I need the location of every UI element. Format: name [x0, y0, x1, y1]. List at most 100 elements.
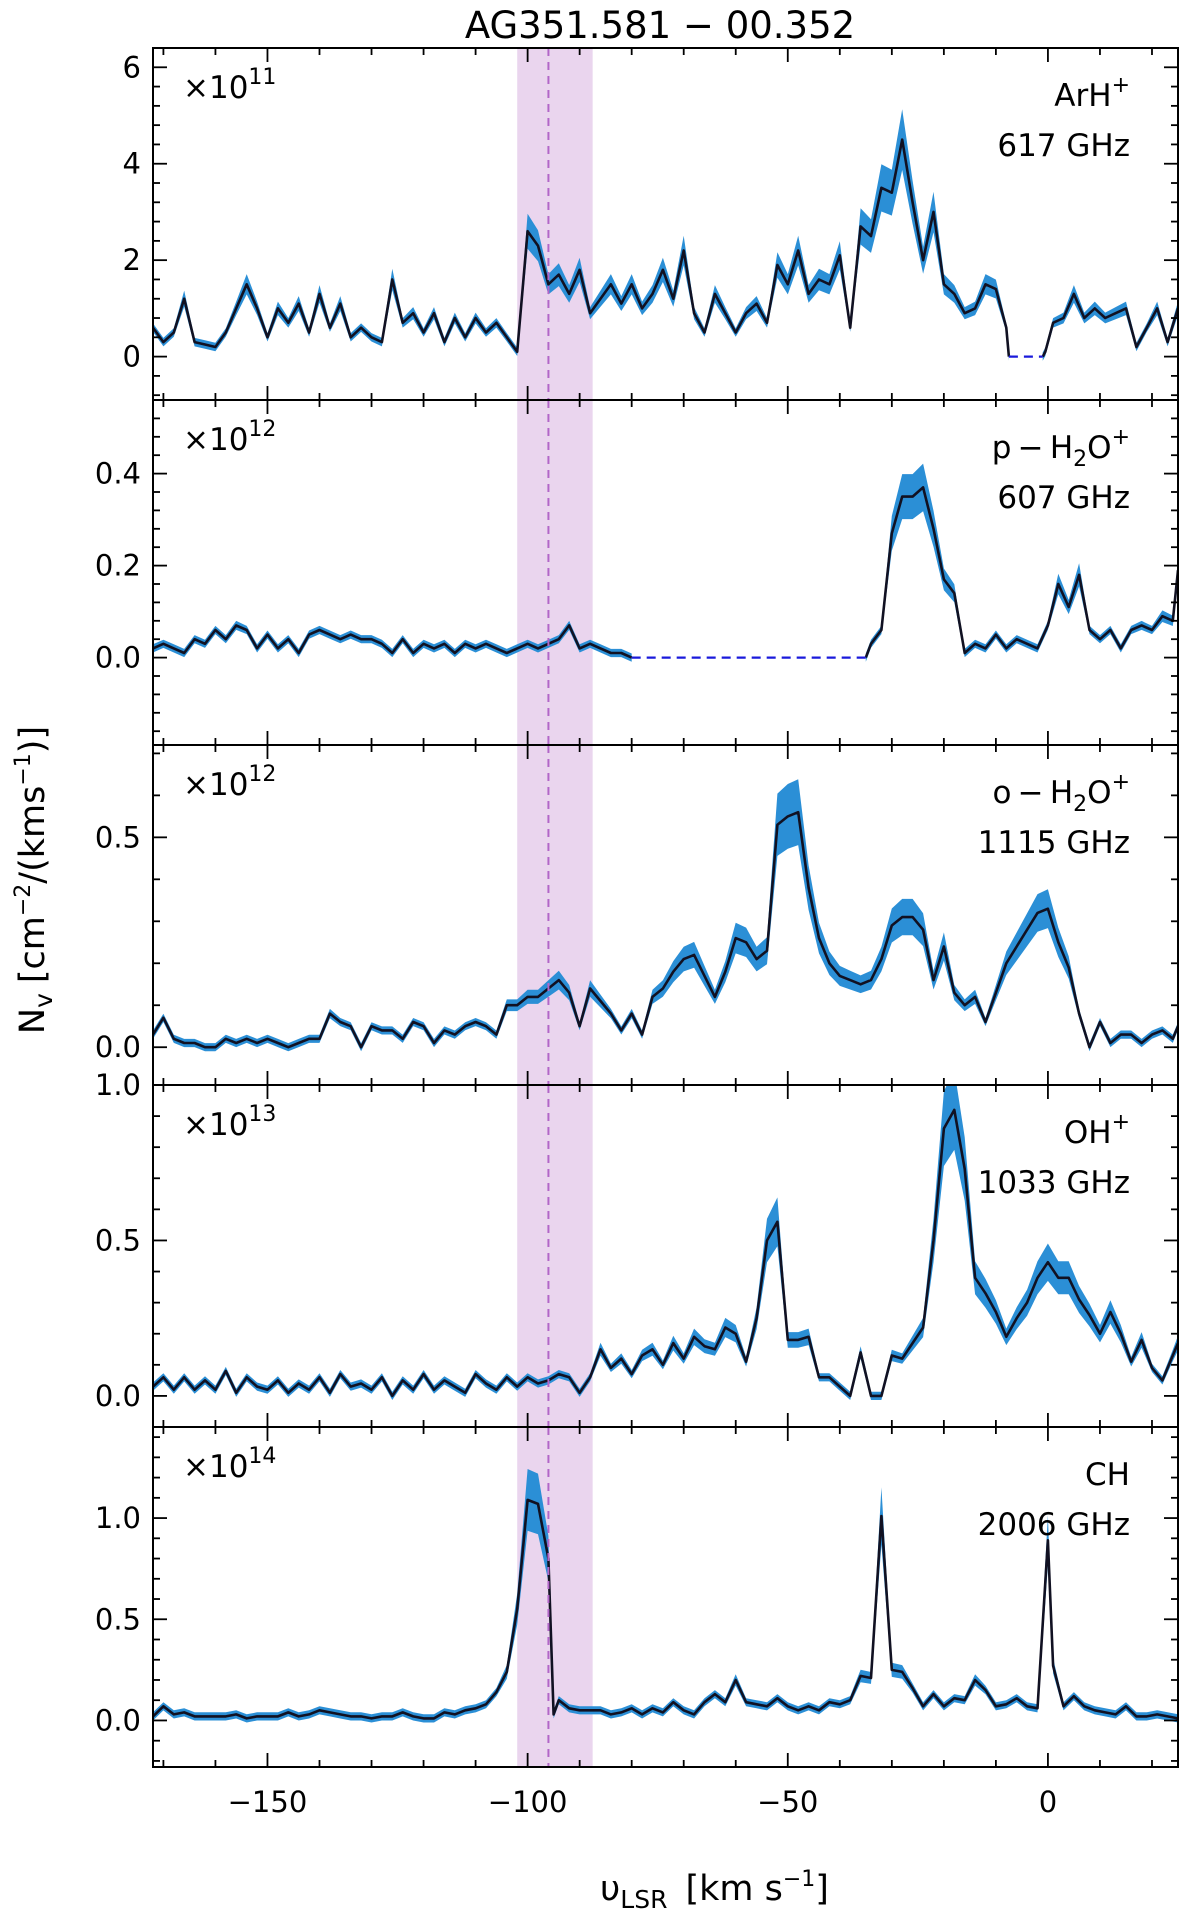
frequency-label: 2006 GHz — [978, 1507, 1130, 1543]
species-name: ArH — [1054, 78, 1111, 114]
scale-base: ×10 — [183, 767, 248, 803]
species-name: CH — [1085, 1457, 1130, 1493]
y-axis-label-unit: [cm — [13, 916, 53, 983]
scale-exponent: 12 — [248, 417, 276, 442]
y-axis-label-unit-end: )] — [13, 726, 53, 753]
species-superscript: + — [1112, 425, 1130, 450]
species-name-after: O — [1087, 430, 1111, 466]
species-subscript: 2 — [1073, 792, 1087, 817]
spectrum-line — [153, 1498, 1178, 1720]
spectrum-line — [153, 138, 1011, 357]
y-tick-label: 0.0 — [95, 1030, 141, 1064]
y-tick-label: 0.0 — [95, 641, 141, 675]
species-superscript: + — [1112, 73, 1130, 98]
species-label: ArH+ — [1054, 73, 1130, 114]
species-name: p − H — [992, 430, 1073, 466]
scale-base: ×10 — [183, 422, 248, 458]
scale-exponent: 11 — [248, 65, 276, 90]
panel-frame — [152, 47, 1179, 401]
x-axis-label-unit: [km s — [685, 1869, 782, 1909]
panel-data — [153, 463, 1178, 662]
x-axis-label-unit-sup: −1 — [783, 1867, 815, 1892]
x-axis-label-main: υ — [600, 1869, 620, 1909]
uncertainty-band — [153, 779, 1178, 1052]
y-tick-label: 1.0 — [95, 1501, 141, 1535]
x-axis-tick-labels: −150 −100 −50 0 — [228, 1785, 1058, 1819]
species-superscript: + — [1112, 770, 1130, 795]
y-axis-label-unit-sup1: −2 — [11, 884, 36, 916]
x-tick-label: −150 — [228, 1785, 308, 1819]
panel-data — [153, 1085, 1178, 1400]
panel-frame — [152, 1084, 1179, 1428]
scale-factor-label: ×1011 — [183, 65, 276, 106]
y-tick-label: 0.2 — [95, 549, 141, 583]
species-label: o − H2O+ — [993, 770, 1130, 817]
species-label: OH+ — [1064, 1110, 1130, 1151]
species-subscript: 2 — [1073, 447, 1087, 472]
panel-data — [153, 109, 1178, 361]
x-axis-label-sub: LSR — [620, 1885, 667, 1913]
panel-data — [153, 1469, 1178, 1723]
spectrum-line — [864, 486, 1178, 659]
scale-exponent: 12 — [248, 762, 276, 787]
y-tick-label: 2 — [123, 243, 141, 277]
frequency-label: 617 GHz — [997, 128, 1130, 164]
y-axis-label-unit-mid: /(kms — [13, 786, 53, 884]
y-axis-label-sub: v — [29, 993, 58, 1008]
frequency-label: 607 GHz — [997, 480, 1130, 516]
species-name: OH — [1064, 1115, 1112, 1151]
y-axis-label-main: N — [13, 1008, 53, 1034]
panel-frame — [152, 1426, 1179, 1768]
y-tick-label: 0.5 — [95, 820, 141, 854]
y-tick-label: 6 — [123, 50, 141, 84]
species-superscript: + — [1112, 1110, 1130, 1135]
scale-base: ×10 — [183, 1107, 248, 1143]
species-name-after: O — [1087, 775, 1111, 811]
x-axis-label-unit-end: ] — [815, 1869, 829, 1909]
frequency-label: 1033 GHz — [978, 1165, 1130, 1201]
spectrum-line — [153, 1108, 1178, 1398]
velocity-highlight-band — [517, 745, 593, 1085]
y-tick-label: 4 — [123, 147, 141, 181]
chart-title: AG351.581 − 00.352 — [465, 4, 855, 47]
y-tick-label: 0.4 — [95, 457, 141, 491]
x-tick-label: 0 — [1039, 1785, 1057, 1819]
spectrum-line — [153, 624, 633, 659]
y-tick-label: 1.0 — [95, 1068, 141, 1102]
scale-base: ×10 — [183, 1449, 248, 1485]
panel-data — [153, 779, 1178, 1052]
y-tick-label: 0.0 — [95, 1379, 141, 1413]
y-tick-label: 0.5 — [95, 1602, 141, 1636]
y-tick-label: 0 — [123, 340, 141, 374]
velocity-highlight-band — [517, 400, 593, 745]
panel-5: 0.0 0.5 1.0 ×1014 CH 2006 GHz — [95, 1426, 1179, 1768]
x-axis-label: υLSR [km s−1] — [600, 1867, 829, 1913]
species-label: p − H2O+ — [992, 425, 1130, 472]
y-tick-label: 0.5 — [95, 1223, 141, 1257]
spectrum-line — [153, 810, 1178, 1049]
spectrum-line — [1041, 292, 1178, 358]
scale-factor-label: ×1014 — [183, 1444, 276, 1485]
scale-factor-label: ×1013 — [183, 1102, 276, 1143]
velocity-highlight-band — [517, 1085, 593, 1427]
x-tick-label: −50 — [757, 1785, 818, 1819]
scale-exponent: 14 — [248, 1444, 276, 1469]
y-axis-label: Nv [cm−2/(kms−1)] — [11, 726, 58, 1034]
y-tick-label: 0.0 — [95, 1703, 141, 1737]
scale-base: ×10 — [183, 70, 248, 106]
y-axis-label-unit-sup2: −1 — [11, 753, 36, 785]
scale-factor-label: ×1012 — [183, 762, 276, 803]
frequency-label: 1115 GHz — [978, 825, 1130, 861]
uncertainty-band — [153, 1085, 1178, 1400]
scale-factor-label: ×1012 — [183, 417, 276, 458]
uncertainty-band — [1042, 285, 1178, 361]
species-name: o − H — [993, 775, 1074, 811]
x-tick-label: −100 — [488, 1785, 568, 1819]
species-label: CH — [1085, 1457, 1130, 1493]
